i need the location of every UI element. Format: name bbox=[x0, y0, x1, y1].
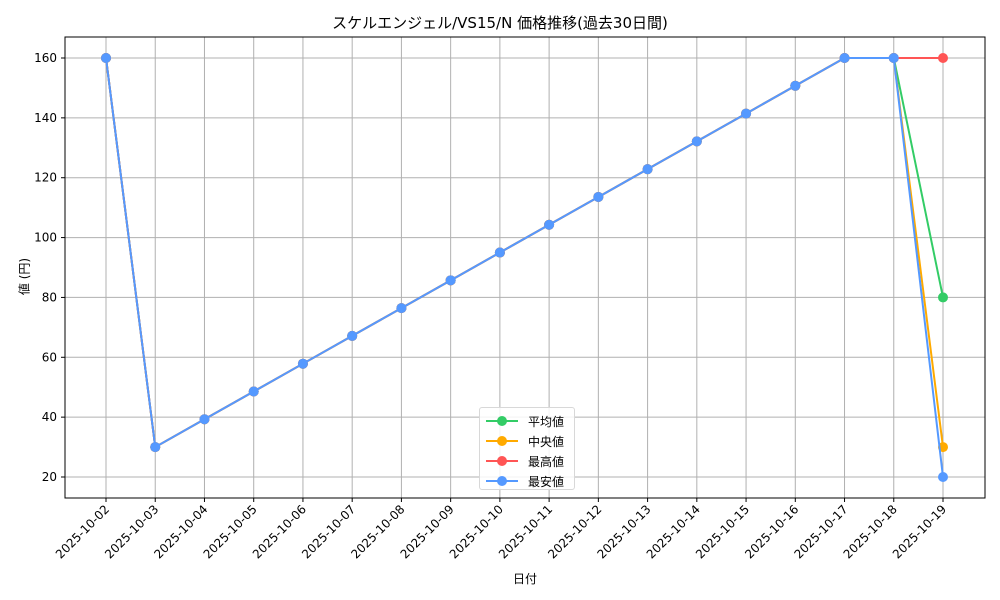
legend-label: 最高値 bbox=[528, 454, 565, 469]
data-point bbox=[593, 191, 604, 202]
grid bbox=[65, 37, 985, 498]
legend-item: 平均値 bbox=[486, 411, 568, 431]
data-point bbox=[790, 80, 801, 91]
data-point bbox=[396, 303, 407, 314]
y-axis-label: 値 (円) bbox=[17, 257, 32, 296]
y-tick-label: 20 bbox=[42, 470, 57, 484]
legend-marker-icon bbox=[486, 436, 518, 446]
y-tick-label: 160 bbox=[34, 51, 57, 65]
data-point bbox=[938, 53, 948, 63]
legend-marker-icon bbox=[486, 456, 518, 466]
data-point bbox=[741, 108, 752, 119]
series-line bbox=[101, 53, 948, 453]
y-tick-label: 80 bbox=[42, 290, 57, 304]
legend-item: 中央値 bbox=[486, 431, 568, 451]
data-point bbox=[445, 275, 456, 286]
data-point bbox=[642, 164, 653, 175]
data-point bbox=[691, 136, 702, 147]
data-point bbox=[297, 358, 308, 369]
data-point bbox=[938, 472, 948, 482]
data-point bbox=[938, 292, 948, 303]
data-point bbox=[101, 53, 111, 63]
data-point bbox=[839, 53, 850, 63]
data-point bbox=[494, 247, 505, 258]
legend: 平均値 中央値 最高値 最安値 bbox=[479, 407, 575, 490]
legend-label: 最安値 bbox=[528, 474, 565, 489]
y-tick-label: 140 bbox=[34, 111, 57, 125]
data-point bbox=[544, 219, 555, 230]
data-point bbox=[199, 414, 210, 425]
legend-item: 最高値 bbox=[486, 451, 568, 471]
legend-label: 中央値 bbox=[528, 434, 565, 449]
y-tick-label: 120 bbox=[34, 171, 57, 185]
legend-marker-icon bbox=[486, 416, 518, 426]
y-tick-label: 60 bbox=[42, 350, 57, 364]
x-axis-label: 日付 bbox=[512, 572, 537, 586]
data-point bbox=[248, 386, 259, 397]
data-point bbox=[150, 442, 161, 453]
plot-frame bbox=[64, 36, 986, 499]
legend-label: 平均値 bbox=[528, 414, 565, 429]
series-line bbox=[101, 53, 948, 482]
y-tick-label: 100 bbox=[34, 231, 57, 245]
data-point bbox=[888, 53, 899, 63]
y-tick-label: 40 bbox=[42, 410, 57, 424]
legend-item: 最安値 bbox=[486, 471, 568, 491]
series-line bbox=[101, 53, 948, 453]
series-line bbox=[101, 53, 948, 453]
legend-marker-icon bbox=[486, 476, 518, 486]
data-point bbox=[347, 330, 358, 341]
chart-title: スケルエンジェル/VS15/N 価格推移(過去30日間) bbox=[332, 14, 668, 32]
